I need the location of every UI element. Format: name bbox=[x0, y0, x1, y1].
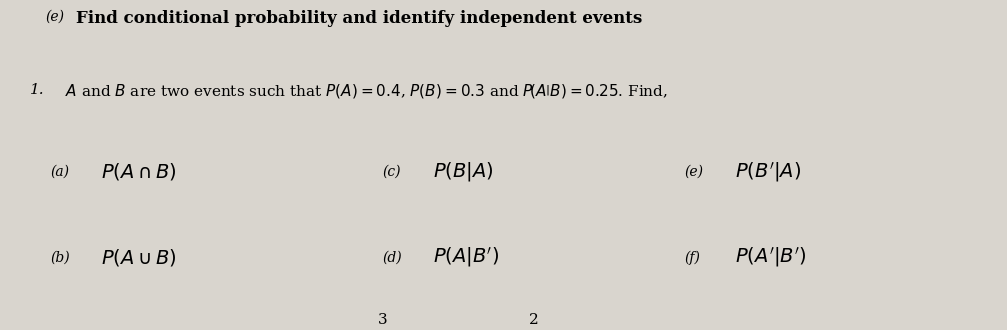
Text: (b): (b) bbox=[50, 250, 69, 264]
Text: 3: 3 bbox=[378, 313, 388, 327]
Text: Find conditional probability and identify independent events: Find conditional probability and identif… bbox=[76, 10, 641, 27]
Text: (e): (e) bbox=[685, 165, 704, 179]
Text: 2: 2 bbox=[529, 313, 539, 327]
Text: (e): (e) bbox=[45, 10, 64, 24]
Text: $A$ and $B$ are two events such that $P(A) = 0.4$, $P(B) = 0.3$ and $P\!\left(A\: $A$ and $B$ are two events such that $P(… bbox=[65, 82, 669, 101]
Text: $P(B'|A)$: $P(B'|A)$ bbox=[735, 160, 802, 183]
Text: (d): (d) bbox=[383, 250, 402, 264]
Text: 1.: 1. bbox=[30, 82, 45, 96]
Text: (f): (f) bbox=[685, 250, 701, 265]
Text: (c): (c) bbox=[383, 165, 401, 179]
Text: $P(A \cap B)$: $P(A \cap B)$ bbox=[101, 161, 176, 182]
Text: $P(B|A)$: $P(B|A)$ bbox=[433, 160, 493, 183]
Text: $P(A|B')$: $P(A|B')$ bbox=[433, 246, 499, 269]
Text: (a): (a) bbox=[50, 165, 69, 179]
Text: $P(A'|B')$: $P(A'|B')$ bbox=[735, 246, 807, 269]
Text: $P(A \cup B)$: $P(A \cup B)$ bbox=[101, 247, 176, 268]
